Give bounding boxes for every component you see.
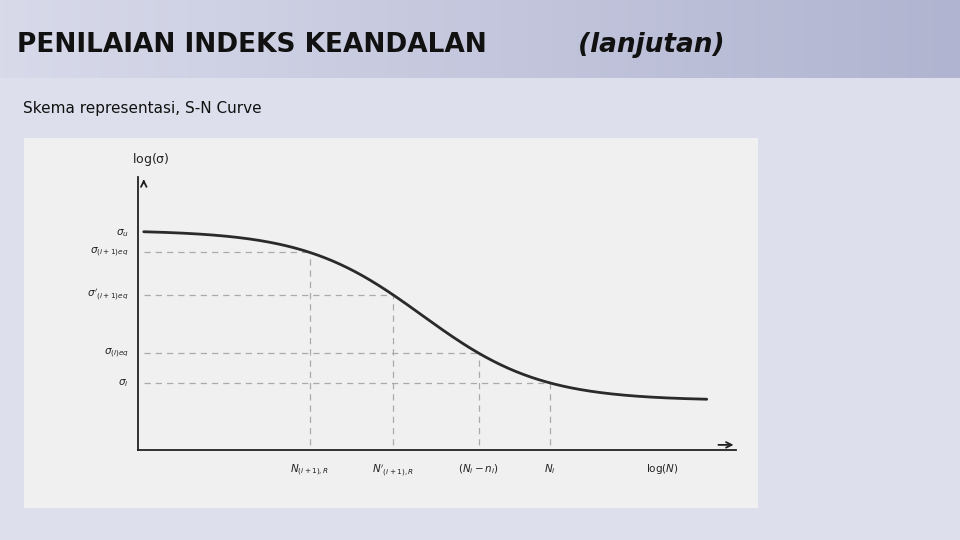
Text: Skema representasi, S-N Curve: Skema representasi, S-N Curve — [23, 100, 261, 116]
Text: (lanjutan): (lanjutan) — [569, 32, 725, 58]
Text: PENILAIAN INDEKS KEANDALAN: PENILAIAN INDEKS KEANDALAN — [17, 32, 487, 58]
